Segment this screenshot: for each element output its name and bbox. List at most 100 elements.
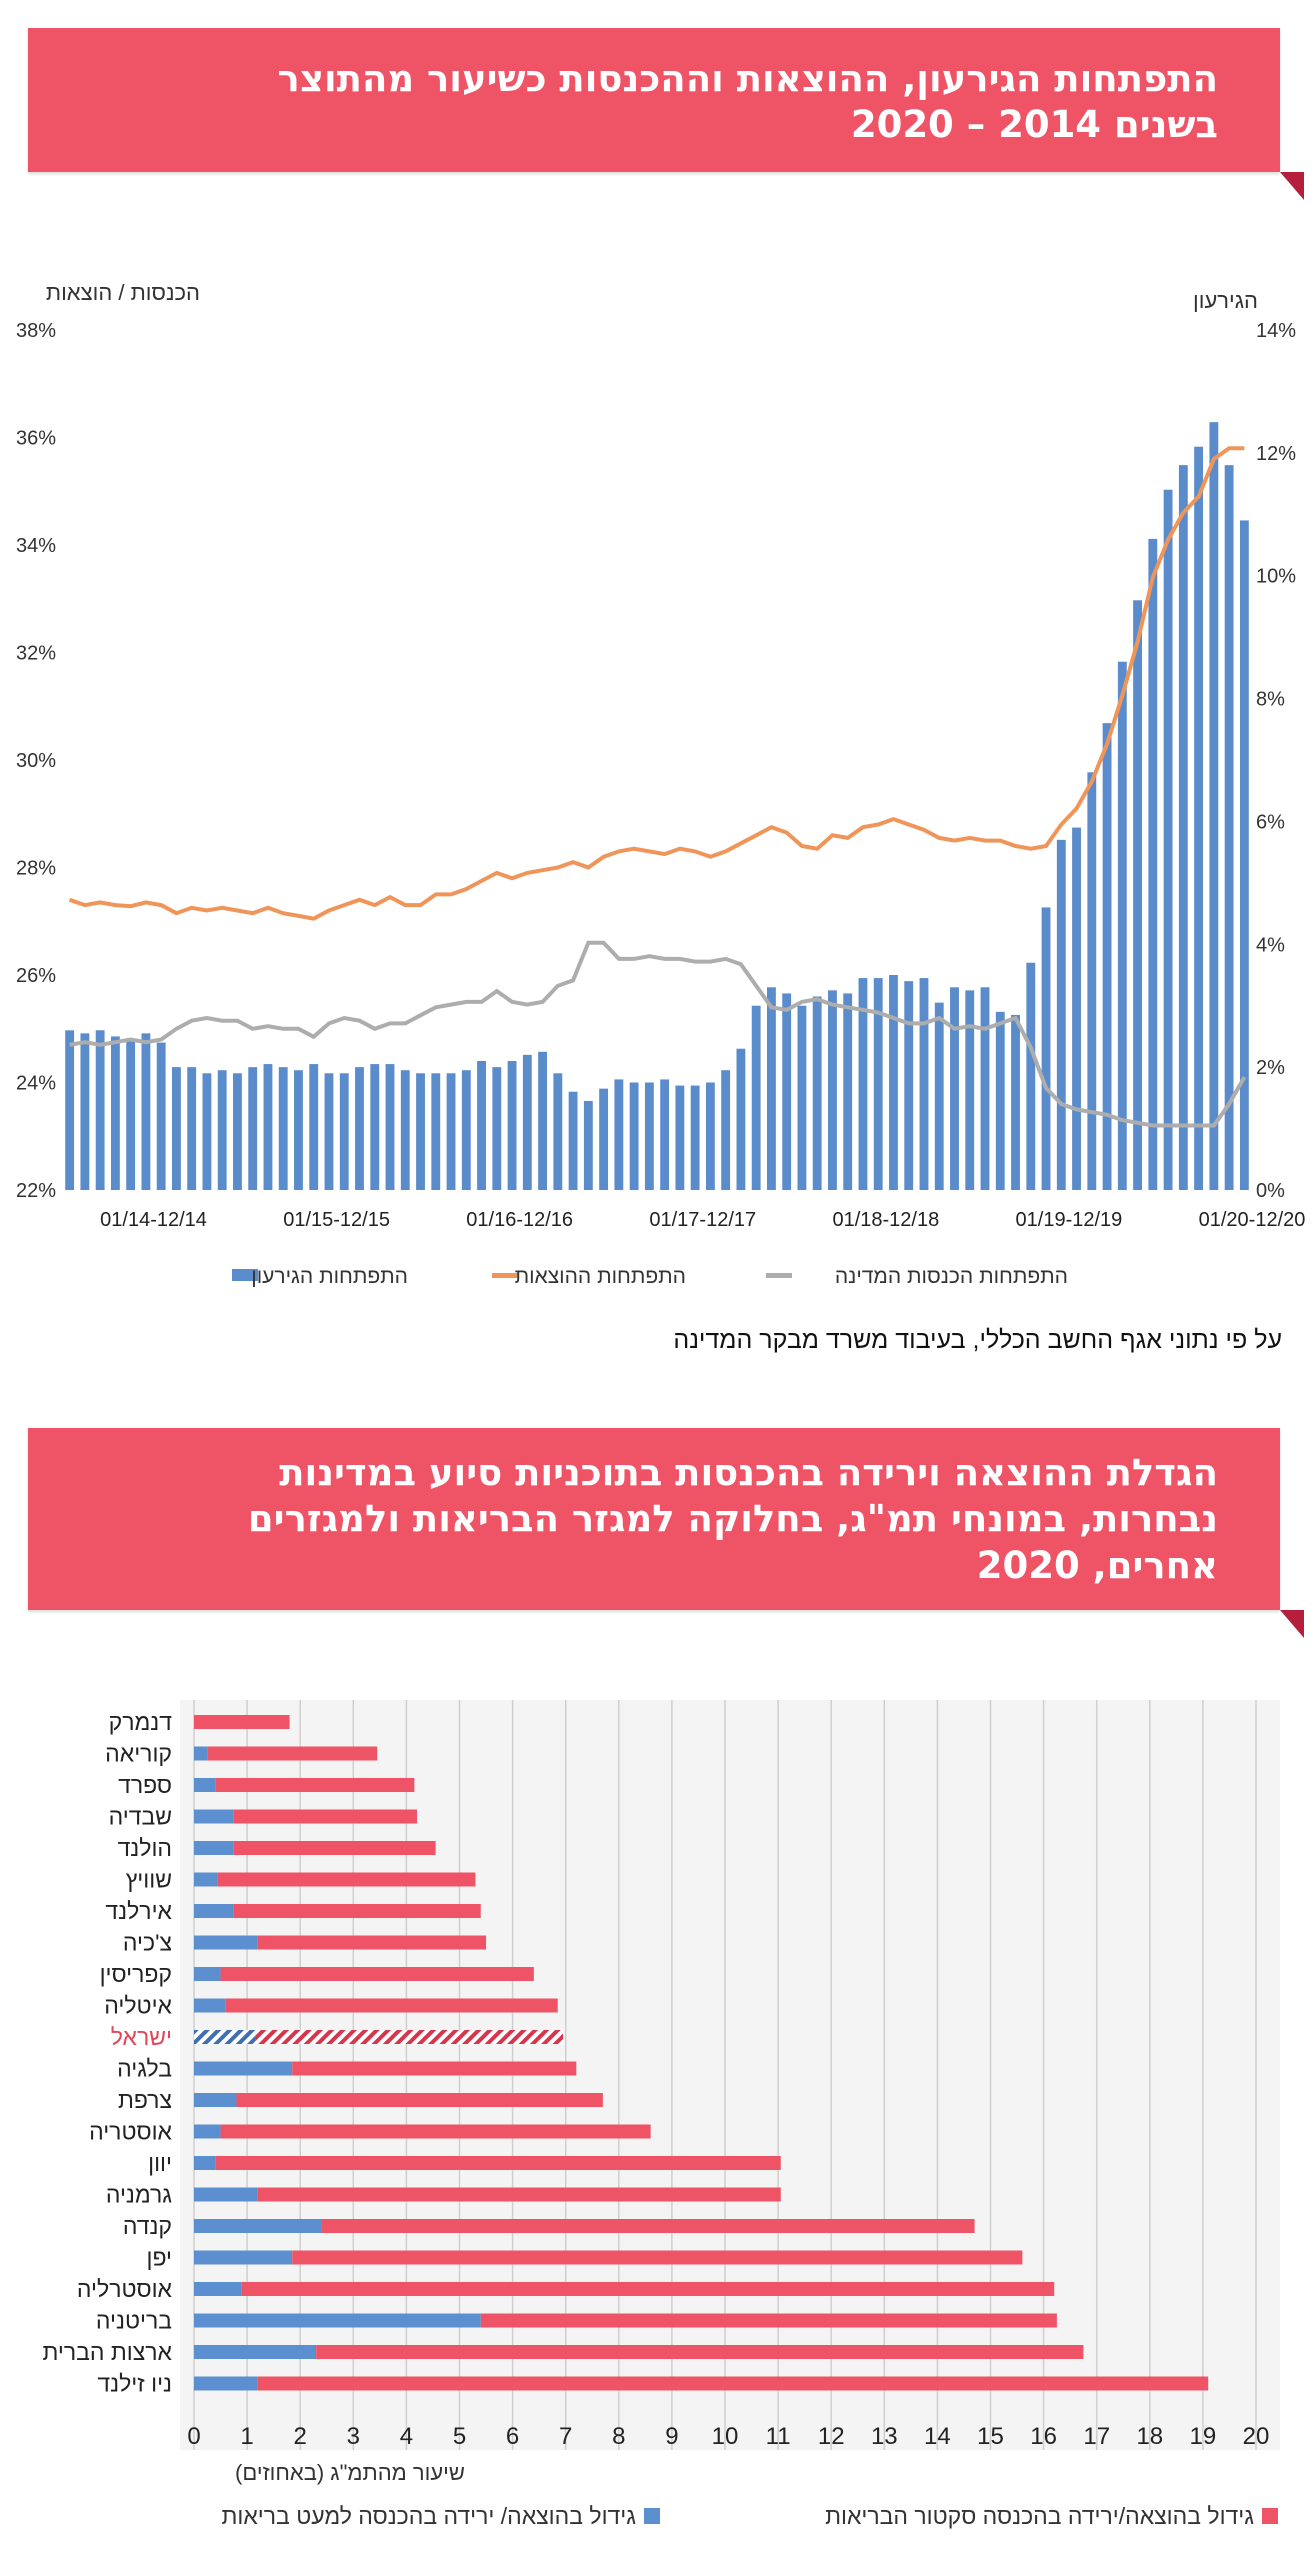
- deficit-bar: [492, 1067, 502, 1190]
- other-bar-segment: [220, 1967, 534, 1981]
- deficit-bar: [614, 1079, 624, 1190]
- left-tick-label: 36%: [16, 428, 56, 450]
- x-tick-label: 20: [1243, 2423, 1270, 2450]
- deficit-bar: [690, 1085, 700, 1190]
- country-label: ניו זילנד: [97, 2371, 172, 2397]
- section1-title-line2: בשנים 2014 – 2020: [850, 103, 1218, 147]
- other-bar-segment: [255, 2030, 564, 2044]
- health-bar-segment: [194, 1904, 234, 1918]
- other-bar-segment: [217, 1872, 476, 1887]
- deficit-bar: [1026, 962, 1036, 1190]
- deficit-bar: [1194, 446, 1204, 1190]
- country-label: יוון: [148, 2150, 172, 2176]
- deficit-bar: [980, 987, 990, 1190]
- x-tick-label: 01/15-12/15: [283, 1209, 390, 1231]
- left-tick-label: 22%: [16, 1180, 56, 1202]
- banner-fold-corner: [1280, 1610, 1304, 1638]
- country-label: גרמניה: [106, 2182, 172, 2208]
- deficit-bar: [126, 1039, 136, 1190]
- deficit-bar: [309, 1064, 319, 1190]
- section2-title-line1: הגדלת ההוצאה וירידה בהכנסות בתוכניות סיו…: [279, 1451, 1218, 1494]
- deficit-bar: [95, 1030, 105, 1190]
- health-bar-segment: [194, 2219, 322, 2233]
- other-bar-segment: [233, 1841, 436, 1855]
- other-bar-segment: [236, 2093, 603, 2107]
- chart1-legend: התפתחות הגירעון התפתחות ההוצאות התפתחות …: [232, 1265, 1068, 1288]
- other-bar-segment: [257, 2376, 1209, 2391]
- health-bar-segment: [194, 1935, 258, 1950]
- aid-programs-bar-chart: דנמרק קוריאה ספרד שבדיה הולנד שוויץ אירלנד צ'כי…: [42, 1700, 1280, 2529]
- deficit-bar: [1163, 489, 1173, 1190]
- deficit-bar: [1087, 772, 1097, 1190]
- right-tick-label: 12%: [1256, 443, 1296, 465]
- country-label: צ'כיה: [123, 1930, 172, 1956]
- legend-swatch-health: [644, 2508, 660, 2524]
- health-bar-segment: [194, 2250, 293, 2265]
- deficit-bar: [355, 1067, 364, 1190]
- health-bar-segment: [194, 2030, 256, 2044]
- x-tick-label: 2: [294, 2423, 307, 2450]
- section1-title: התפתחות הגירעון, ההוצאות וההכנסות כשיעור…: [28, 28, 1280, 149]
- legend-label-other: גידול בהוצאה/ירידה בהכנסה סקטור הבריאות: [825, 2503, 1254, 2529]
- deficit-bar: [294, 1070, 303, 1190]
- country-label: בלגיה: [117, 2056, 172, 2082]
- x-tick-label: 7: [559, 2423, 572, 2450]
- deficit-bar: [507, 1061, 517, 1190]
- deficit-bar: [1102, 723, 1112, 1190]
- deficit-bar: [965, 990, 975, 1190]
- right-axis-label: הגירעון: [1193, 288, 1258, 313]
- health-bar-segment: [194, 2282, 242, 2296]
- x-tick-label: 01/18-12/18: [832, 1209, 939, 1231]
- right-tick-label: 0%: [1256, 1180, 1285, 1202]
- deficit-bar: [477, 1061, 486, 1190]
- x-tick-label: 15: [977, 2423, 1004, 2450]
- deficit-bar: [278, 1067, 288, 1190]
- country-label: הולנד: [118, 1835, 172, 1861]
- left-tick-label: 24%: [16, 1073, 56, 1095]
- x-tick-label: 13: [871, 2423, 898, 2450]
- left-tick-label: 30%: [16, 750, 56, 772]
- deficit-bar: [736, 1048, 746, 1190]
- deficit-bar: [1224, 465, 1234, 1191]
- deficit-bar: [583, 1100, 593, 1190]
- right-tick-label: 6%: [1256, 811, 1285, 833]
- health-bar-segment: [194, 2124, 221, 2139]
- deficit-bar: [1041, 907, 1051, 1190]
- deficit-bar: [202, 1073, 212, 1190]
- deficit-bar: [431, 1073, 441, 1190]
- revenues-line: [69, 940, 1247, 1128]
- health-bar-segment: [194, 1746, 208, 1761]
- x-tick-label: 01/19-12/19: [1016, 1209, 1123, 1231]
- country-label: אוסטרליה: [77, 2276, 173, 2302]
- section1-title-banner: התפתחות הגירעון, ההוצאות וההכנסות כשיעור…: [28, 28, 1304, 200]
- other-bar-segment: [225, 1998, 558, 2013]
- country-label: יפן: [146, 2245, 172, 2271]
- other-bar-segment: [215, 1778, 415, 1792]
- deficit-bar: [1117, 661, 1127, 1190]
- x-tick-label: 16: [1030, 2423, 1057, 2450]
- health-bar-segment: [194, 1998, 226, 2013]
- deficit-bar: [248, 1067, 258, 1190]
- x-tick-label: 10: [712, 2423, 739, 2450]
- x-tick-label: 01/20-12/20: [1199, 1209, 1306, 1231]
- legend-swatch-expenses: [492, 1273, 518, 1278]
- deficit-bar: [599, 1088, 609, 1190]
- deficit-bar: [187, 1067, 197, 1190]
- x-tick-label: 6: [506, 2423, 519, 2450]
- deficit-bar: [263, 1064, 273, 1190]
- country-bars: [194, 1715, 1209, 2391]
- deficit-bar: [522, 1054, 532, 1190]
- health-bar-segment: [194, 2156, 216, 2170]
- deficit-bar: [721, 1070, 731, 1190]
- health-bar-segment: [194, 2313, 481, 2328]
- x-tick-label: 9: [665, 2423, 678, 2450]
- deficit-bar: [889, 975, 898, 1190]
- deficit-bar: [1209, 422, 1219, 1191]
- country-label: דנמרק: [109, 1709, 173, 1735]
- x-tick-label: 01/17-12/17: [649, 1209, 756, 1231]
- x-axis-ticks: 0 1 2 3 4 5 6 7 8 9 10 11 12 13 14 15 16 17 18 19 20: [187, 2423, 1269, 2450]
- deficit-bar: [858, 978, 868, 1190]
- country-label: אירלנד: [105, 1898, 172, 1924]
- country-labels: דנמרק קוריאה ספרד שבדיה הולנד שוויץ אירלנד צ'כי…: [42, 1709, 172, 2397]
- deficit-bar: [782, 993, 792, 1190]
